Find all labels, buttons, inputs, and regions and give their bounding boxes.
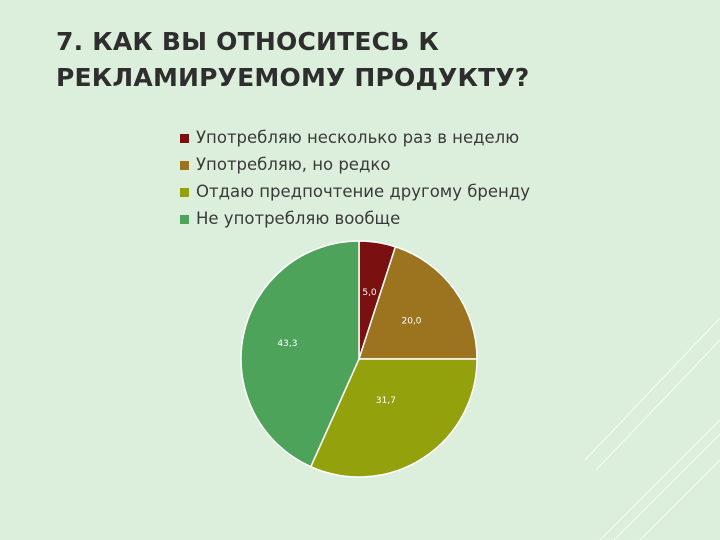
pie-slice-label-0: 5,0 — [362, 288, 377, 298]
slide-title-line-1: 7. КАК ВЫ ОТНОСИТЕСЬ К — [56, 27, 440, 56]
legend-item: Отдаю предпочтение другому бренду — [180, 178, 530, 205]
pie-slice-label-1: 20,0 — [401, 316, 421, 326]
legend-label: Употребляю, но редко — [196, 155, 391, 174]
legend-swatch-0 — [180, 133, 189, 143]
pie-slice-1 — [357, 245, 478, 360]
legend-swatch-2 — [180, 187, 189, 197]
legend-label: Употребляю несколько раз в неделю — [196, 128, 520, 147]
legend-label: Не употребляю вообще — [196, 209, 401, 228]
legend-item: Употребляю несколько раз в неделю — [180, 124, 530, 151]
legend-item: Не употребляю вообще — [180, 205, 530, 232]
pie-slice-label-3: 43,3 — [277, 339, 297, 349]
slide-title: 7. КАК ВЫ ОТНОСИТЕСЬ К РЕКЛАМИРУЕМОМУ ПР… — [56, 24, 656, 96]
pie-slice-2 — [309, 358, 478, 478]
legend-label: Отдаю предпочтение другому бренду — [196, 182, 531, 201]
pie-slice-label-2: 31,7 — [376, 396, 396, 406]
legend-item: Употребляю, но редко — [180, 151, 530, 178]
legend-swatch-1 — [180, 160, 189, 170]
slide-title-line-2: РЕКЛАМИРУЕМОМУ ПРОДУКТУ? — [56, 63, 530, 92]
pie-slice-3 — [240, 240, 360, 468]
chart-legend: Употребляю несколько раз в неделю Употре… — [180, 124, 530, 232]
legend-swatch-3 — [180, 214, 189, 224]
